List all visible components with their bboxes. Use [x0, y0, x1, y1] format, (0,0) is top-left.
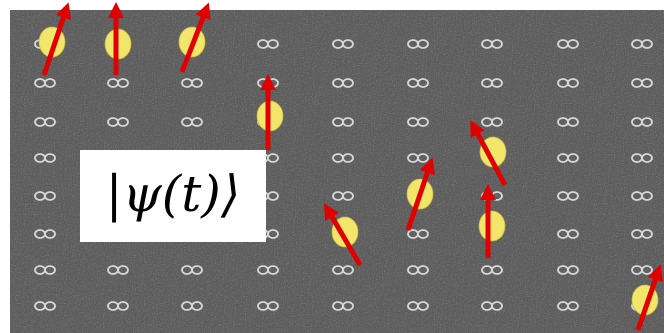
- micrograph: |ψ(t)⟩: [0, 0, 664, 333]
- state-label: |ψ(t)⟩: [106, 165, 241, 223]
- atom: [479, 211, 505, 241]
- page: |ψ(t)⟩ (() => { const data = JSON.parse(…: [0, 0, 664, 333]
